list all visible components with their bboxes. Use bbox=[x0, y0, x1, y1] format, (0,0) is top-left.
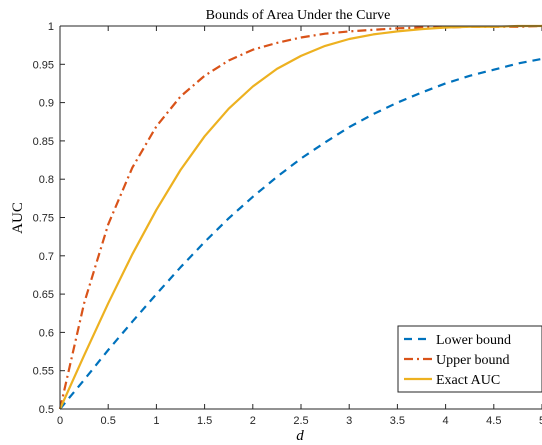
x-axis-ticks: 0 0.5 1 1.5 2 2.5 3 3.5 4 4.5 5 bbox=[57, 26, 542, 427]
series-lines bbox=[58, 24, 542, 410]
legend-entry: Lower bound bbox=[436, 333, 511, 348]
y-tick-label: 0.75 bbox=[33, 213, 54, 225]
y-tick-label: 0.9 bbox=[39, 98, 54, 110]
y-tick-label: 0.95 bbox=[33, 59, 54, 71]
x-tick-label: 3 bbox=[346, 415, 352, 427]
y-tick-label: 0.8 bbox=[39, 174, 54, 186]
y-tick-label: 0.55 bbox=[33, 366, 54, 378]
chart-title: Bounds of Area Under the Curve bbox=[206, 8, 391, 23]
x-tick-label: 4.5 bbox=[486, 415, 501, 427]
x-tick-label: 1.5 bbox=[197, 415, 212, 427]
legend-entry: Exact AUC bbox=[436, 373, 500, 388]
legend-box bbox=[397, 325, 542, 393]
x-tick-label: 2 bbox=[250, 415, 256, 427]
y-tick-label: 0.65 bbox=[33, 289, 54, 301]
x-tick-label: 2.5 bbox=[293, 415, 308, 427]
y-tick-label: 1 bbox=[48, 21, 54, 33]
series-line-exact-auc bbox=[58, 24, 542, 410]
x-tick-label: 5 bbox=[539, 415, 542, 427]
x-axis-label: d bbox=[296, 428, 304, 444]
y-tick-label: 0.85 bbox=[33, 136, 54, 148]
x-tick-label: 0 bbox=[57, 415, 63, 427]
y-tick-label: 0.6 bbox=[39, 327, 54, 339]
y-tick-label: 0.7 bbox=[39, 251, 54, 263]
y-axis-label: AUC bbox=[10, 202, 26, 234]
x-tick-label: 3.5 bbox=[390, 415, 405, 427]
series-line-upper-bound bbox=[58, 24, 542, 410]
legend-entry: Upper bound bbox=[436, 353, 510, 368]
x-tick-label: 1 bbox=[153, 415, 159, 427]
x-tick-label: 4 bbox=[443, 415, 449, 427]
x-tick-label: 0.5 bbox=[101, 415, 116, 427]
y-tick-label: 0.5 bbox=[39, 404, 54, 416]
legend: Lower bound Upper bound Exact AUC bbox=[397, 325, 542, 393]
y-axis-ticks: 0.5 0.55 0.6 0.65 0.7 0.75 0.8 0.85 0.9 0.95 1 bbox=[33, 21, 65, 416]
